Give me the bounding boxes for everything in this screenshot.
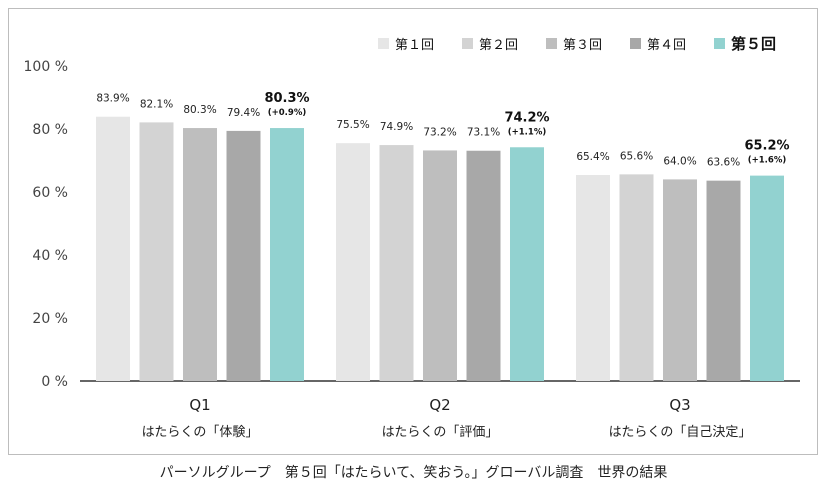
category-sublabel: はたらくの「自己決定」 — [609, 425, 752, 440]
data-label: 65.4% — [576, 151, 609, 163]
y-tick-label: 0 % — [41, 374, 68, 390]
change-label: (+1.1%) — [508, 127, 547, 137]
bar — [619, 174, 654, 381]
legend-label: 第３回 — [563, 38, 602, 53]
bar — [139, 122, 174, 381]
data-label: 65.6% — [620, 150, 653, 162]
bar — [510, 147, 544, 381]
change-label: (+0.9%) — [268, 108, 307, 118]
y-tick-label: 60 % — [32, 185, 68, 201]
data-label: 82.1% — [140, 98, 173, 110]
category-sublabel: はたらくの「評価」 — [382, 425, 499, 440]
data-label: 75.5% — [336, 119, 369, 131]
y-tick-label: 40 % — [32, 248, 68, 264]
y-tick-label: 80 % — [32, 122, 68, 138]
bar — [226, 130, 261, 381]
bar — [270, 128, 304, 381]
data-label: 64.0% — [663, 155, 696, 167]
legend-label: 第２回 — [479, 38, 518, 53]
category-sublabel: はたらくの「体験」 — [142, 425, 259, 440]
data-label: 63.6% — [707, 157, 740, 169]
data-label: 73.1% — [467, 127, 500, 139]
bar — [379, 145, 414, 381]
bar — [96, 116, 130, 381]
data-label: 74.9% — [380, 121, 413, 133]
legend-label: 第４回 — [647, 38, 686, 53]
data-label: 80.3% — [183, 104, 216, 116]
legend-label: 第５回 — [731, 35, 776, 53]
change-label: (+1.6%) — [748, 156, 787, 166]
y-tick-label: 100 % — [24, 59, 68, 75]
y-tick-label: 20 % — [32, 311, 68, 327]
legend-label: 第１回 — [395, 38, 434, 53]
category-label: Q2 — [429, 396, 450, 414]
bar — [183, 128, 217, 381]
data-label: 65.2% — [744, 139, 789, 154]
category-label: Q1 — [189, 396, 210, 414]
footer-caption: パーソルグループ 第５回「はたらいて、笑おう。」グローバル調査 世界の結果 — [159, 465, 668, 481]
legend-swatch — [714, 38, 725, 49]
bar — [663, 179, 697, 381]
category-label: Q3 — [669, 396, 690, 414]
data-label: 83.9% — [96, 93, 129, 105]
legend-swatch — [462, 38, 473, 49]
legend-swatch — [378, 38, 389, 49]
data-label: 74.2% — [504, 110, 549, 125]
bar — [750, 175, 784, 381]
data-label: 80.3% — [264, 91, 309, 106]
legend-swatch — [546, 38, 557, 49]
data-label: 79.4% — [227, 107, 260, 119]
bar — [466, 150, 501, 381]
data-label: 73.2% — [423, 126, 456, 138]
bar — [423, 150, 457, 381]
legend-swatch — [630, 38, 641, 49]
bar — [576, 174, 610, 381]
bar — [336, 143, 370, 381]
bar — [706, 180, 741, 381]
